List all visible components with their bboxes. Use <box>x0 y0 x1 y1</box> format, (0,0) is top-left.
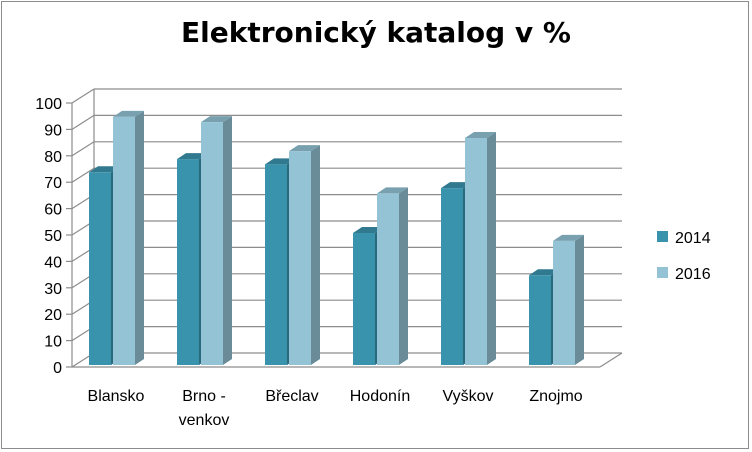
x-tick-label: Vyškov <box>443 388 494 405</box>
bar-top <box>177 153 208 160</box>
y-tick-label: 80 <box>44 149 62 166</box>
y-tick-label: 30 <box>44 281 62 298</box>
bar-2016 <box>201 122 223 366</box>
y-tick-label: 20 <box>44 307 62 324</box>
x-tick-label: Břeclav <box>265 388 318 405</box>
bar-2016 <box>289 151 311 365</box>
bar-2014 <box>177 159 199 365</box>
legend-label: 2014 <box>675 230 711 247</box>
x-tick-label: venkov <box>179 412 230 429</box>
y-tick-label: 10 <box>44 334 62 351</box>
floor-right-edge <box>599 352 623 368</box>
bar-side <box>311 145 320 365</box>
bar-top <box>353 227 384 233</box>
bar-top <box>553 234 584 241</box>
side-gridline <box>71 114 95 130</box>
side-gridline <box>71 141 95 157</box>
bar-side <box>575 234 584 365</box>
bar-2016 <box>113 116 135 365</box>
bar-2016 <box>553 240 575 365</box>
side-gridline <box>71 88 95 104</box>
x-tick-label: Brno - <box>182 388 226 405</box>
y-tick-label: 50 <box>44 228 62 245</box>
side-gridline <box>71 167 95 183</box>
bar-2014 <box>529 275 551 365</box>
y-tick-label: 0 <box>53 360 62 377</box>
legend-swatch <box>657 231 668 242</box>
bar-2016 <box>465 137 487 365</box>
bar-top <box>265 158 296 165</box>
y-tick-label: 60 <box>44 202 62 219</box>
bar-top <box>201 116 232 123</box>
y-tick-label: 90 <box>44 122 62 139</box>
y-tick-label: 100 <box>35 96 62 113</box>
x-tick-label: Hodonín <box>350 388 411 405</box>
bar-top <box>289 145 320 152</box>
bar-top <box>377 187 408 194</box>
bar-2014 <box>353 233 375 365</box>
y-tick-label: 40 <box>44 254 62 271</box>
bar-2014 <box>89 172 111 365</box>
bar-2014 <box>265 164 287 365</box>
x-tick-label: Blansko <box>88 388 145 405</box>
bar-top <box>113 110 144 117</box>
bar-top <box>441 182 472 189</box>
bar-top <box>465 131 496 138</box>
y-tick-label: 70 <box>44 175 62 192</box>
x-tick-label: Znojmo <box>529 388 582 405</box>
bar-side <box>223 116 232 366</box>
bar-2016 <box>377 193 399 365</box>
legend-swatch <box>657 267 668 278</box>
chart-title: Elektronický katalog v % <box>181 16 571 49</box>
bar-side <box>487 131 496 365</box>
bar-top <box>529 269 560 276</box>
bar-side <box>135 110 144 365</box>
bar-top <box>89 166 120 173</box>
legend-label: 2016 <box>675 266 711 283</box>
bar-side <box>399 187 408 365</box>
bar-2014 <box>441 188 463 365</box>
